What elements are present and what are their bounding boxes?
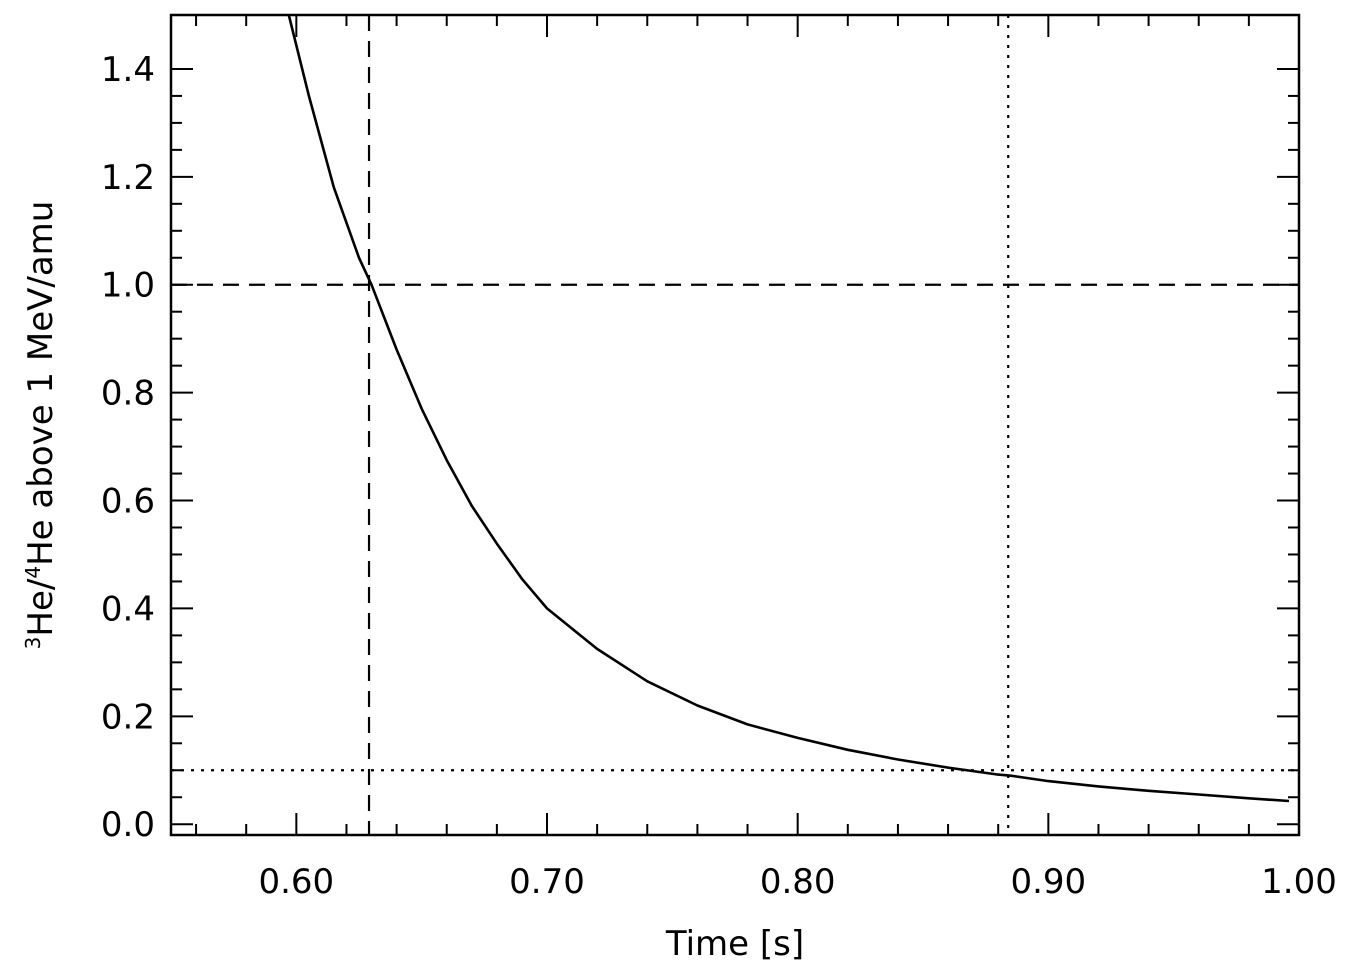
y-axis-title: 3He/4He above 1 MeV/amu: [21, 201, 61, 650]
y-tick-label: 0.2: [101, 697, 155, 737]
series-layer: [287, 15, 1290, 803]
data-series-line: [287, 15, 1290, 803]
y-tick-label: 0.4: [101, 589, 155, 629]
x-tick-label: 0.70: [509, 862, 585, 902]
x-tick-label: 0.90: [1010, 862, 1086, 902]
x-tick-label: 0.60: [258, 862, 334, 902]
x-tick-label: 0.80: [760, 862, 836, 902]
y-tick-label: 0.0: [101, 805, 155, 845]
y-tick-label: 1.2: [101, 158, 155, 198]
x-tick-label: 1.00: [1261, 862, 1337, 902]
y-tick-label: 0.6: [101, 482, 155, 522]
y-tick-label: 0.8: [101, 374, 155, 414]
x-axis-title: Time [s]: [665, 924, 804, 964]
reference-lines: [171, 15, 1299, 835]
y-axis-ticks: 0.0 0.2 0.4 0.6 0.8 1.0 1.2 1.4: [101, 50, 1299, 845]
y-tick-label: 1.4: [101, 50, 155, 90]
plot-frame: [169, 13, 1301, 837]
x-axis-ticks: 0.60 0.70 0.80 0.90 1.00: [195, 15, 1337, 902]
y-tick-label: 1.0: [101, 266, 155, 306]
